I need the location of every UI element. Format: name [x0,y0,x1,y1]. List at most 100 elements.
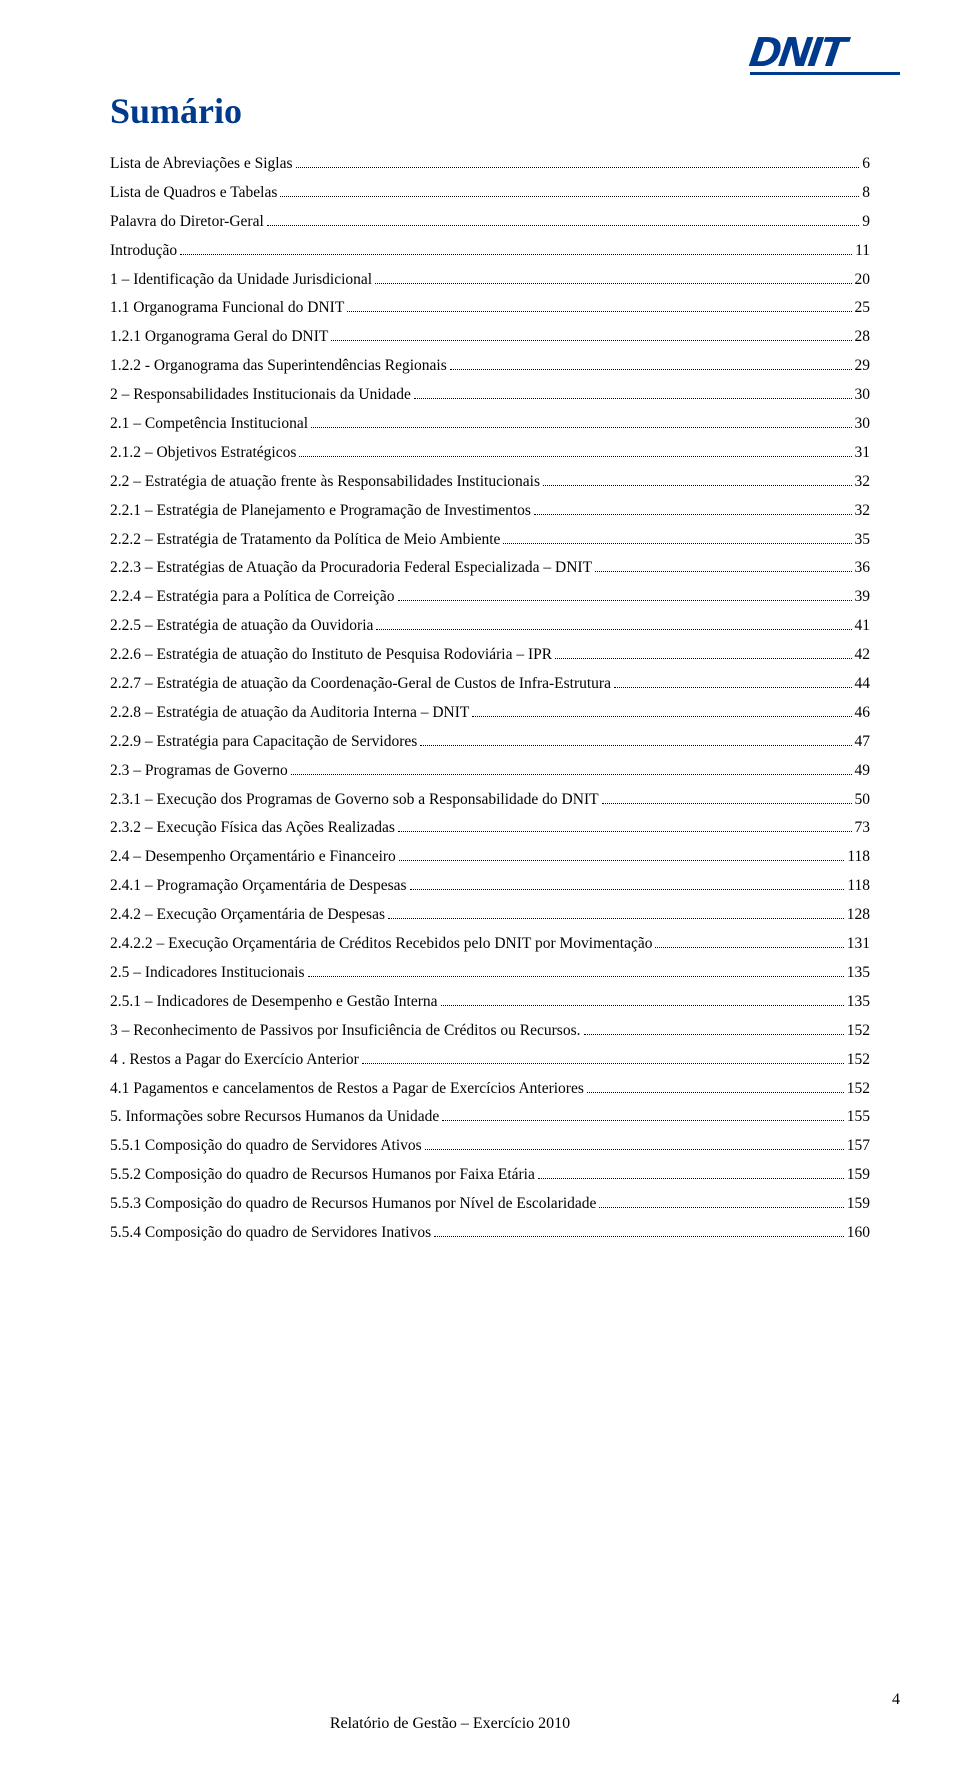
toc-label: 2.2.7 – Estratégia de atuação da Coorden… [110,676,611,692]
toc-row[interactable]: 2.2 – Estratégia de atuação frente às Re… [110,474,870,490]
toc-label: 2.2.1 – Estratégia de Planejamento e Pro… [110,503,531,519]
toc-row[interactable]: 2.2.1 – Estratégia de Planejamento e Pro… [110,503,870,519]
toc-row[interactable]: 2.2.9 – Estratégia para Capacitação de S… [110,734,870,750]
toc-page-number: 152 [847,1052,870,1068]
logo-text: DNIT [747,28,848,76]
page-title: Sumário [110,90,870,132]
toc-row[interactable]: 2.2.2 – Estratégia de Tratamento da Polí… [110,532,870,548]
toc-row[interactable]: 2.2.3 – Estratégias de Atuação da Procur… [110,560,870,576]
toc-row[interactable]: 2.4.2 – Execução Orçamentária de Despesa… [110,907,870,923]
toc-leader-dots [420,745,851,746]
toc-row[interactable]: 5.5.1 Composição do quadro de Servidores… [110,1138,870,1154]
toc-leader-dots [602,803,852,804]
toc-row[interactable]: 3 – Reconhecimento de Passivos por Insuf… [110,1023,870,1039]
toc-row[interactable]: 2.4.2.2 – Execução Orçamentária de Crédi… [110,936,870,952]
footer-text: Relatório de Gestão – Exercício 2010 [330,1715,570,1732]
toc-page-number: 73 [855,820,871,836]
toc-label: 2.2.6 – Estratégia de atuação do Institu… [110,647,552,663]
toc-row[interactable]: 1.1 Organograma Funcional do DNIT25 [110,300,870,316]
toc-label: 2.2.8 – Estratégia de atuação da Auditor… [110,705,469,721]
document-page: DNIT Sumário Lista de Abreviações e Sigl… [0,0,960,1765]
toc-page-number: 42 [855,647,871,663]
toc-leader-dots [614,687,852,688]
toc-page-number: 30 [855,387,871,403]
toc-row[interactable]: 2.2.8 – Estratégia de atuação da Auditor… [110,705,870,721]
toc-leader-dots [434,1236,844,1237]
toc-label: 2.2.3 – Estratégias de Atuação da Procur… [110,560,592,576]
toc-row[interactable]: 2.5.1 – Indicadores de Desempenho e Gest… [110,994,870,1010]
toc-row[interactable]: 2.4.1 – Programação Orçamentária de Desp… [110,878,870,894]
toc-page-number: 160 [847,1225,870,1241]
toc-label: 2.3.1 – Execução dos Programas de Govern… [110,792,599,808]
toc-leader-dots [311,427,851,428]
toc-row[interactable]: 5.5.2 Composição do quadro de Recursos H… [110,1167,870,1183]
toc-page-number: 131 [847,936,870,952]
toc-page-number: 118 [847,878,870,894]
toc-label: 5.5.1 Composição do quadro de Servidores… [110,1138,422,1154]
toc-row[interactable]: 2.2.7 – Estratégia de atuação da Coorden… [110,676,870,692]
toc-page-number: 50 [855,792,871,808]
toc-page-number: 152 [847,1023,870,1039]
toc-leader-dots [308,976,844,977]
toc-label: 5.5.4 Composição do quadro de Servidores… [110,1225,431,1241]
toc-row[interactable]: 4 . Restos a Pagar do Exercício Anterior… [110,1052,870,1068]
toc-row[interactable]: Lista de Quadros e Tabelas8 [110,185,870,201]
toc-row[interactable]: 5.5.4 Composição do quadro de Servidores… [110,1225,870,1241]
toc-page-number: 31 [855,445,871,461]
toc-row[interactable]: 5.5.3 Composição do quadro de Recursos H… [110,1196,870,1212]
toc-page-number: 47 [855,734,871,750]
table-of-contents: Lista de Abreviações e Siglas6 Lista de Q… [110,156,870,1240]
toc-row[interactable]: 2.5 – Indicadores Institucionais135 [110,965,870,981]
toc-row[interactable]: Lista de Abreviações e Siglas6 [110,156,870,172]
toc-page-number: 49 [855,763,871,779]
toc-leader-dots [538,1178,844,1179]
toc-label: 2.3 – Programas de Governo [110,763,288,779]
toc-label: 4 . Restos a Pagar do Exercício Anterior [110,1052,359,1068]
toc-row[interactable]: 2.2.6 – Estratégia de atuação do Institu… [110,647,870,663]
toc-row[interactable]: 2.3 – Programas de Governo 49 [110,763,870,779]
toc-row[interactable]: 2.2.4 – Estratégia para a Política de Co… [110,589,870,605]
toc-page-number: 159 [847,1196,870,1212]
toc-row[interactable]: Palavra do Diretor-Geral9 [110,214,870,230]
page-number: 4 [892,1691,900,1709]
toc-row[interactable]: 1.2.1 Organograma Geral do DNIT28 [110,329,870,345]
toc-row[interactable]: 2.3.2 – Execução Física das Ações Realiz… [110,820,870,836]
toc-row[interactable]: 2.1 – Competência Institucional30 [110,416,870,432]
toc-leader-dots [472,716,851,717]
toc-page-number: 28 [855,329,871,345]
toc-row[interactable]: 2.2.5 – Estratégia de atuação da Ouvidor… [110,618,870,634]
toc-page-number: 135 [847,965,870,981]
toc-page-number: 20 [855,272,871,288]
toc-row[interactable]: 1 – Identificação da Unidade Jurisdicion… [110,272,870,288]
toc-page-number: 32 [855,474,871,490]
toc-row[interactable]: 2.1.2 – Objetivos Estratégicos31 [110,445,870,461]
toc-page-number: 41 [855,618,871,634]
toc-leader-dots [595,571,851,572]
toc-page-number: 29 [855,358,871,374]
toc-label: 1.2.2 - Organograma das Superintendência… [110,358,447,374]
toc-label: 2.4.2 – Execução Orçamentária de Despesa… [110,907,385,923]
toc-leader-dots [398,600,852,601]
toc-label: 1.1 Organograma Funcional do DNIT [110,300,344,316]
toc-label: 5. Informações sobre Recursos Humanos da… [110,1109,439,1125]
toc-row[interactable]: 4.1 Pagamentos e cancelamentos de Restos… [110,1081,870,1097]
toc-row[interactable]: 1.2.2 - Organograma das Superintendência… [110,358,870,374]
toc-label: 2.2.2 – Estratégia de Tratamento da Polí… [110,532,500,548]
toc-label: 5.5.3 Composição do quadro de Recursos H… [110,1196,596,1212]
toc-row[interactable]: 2 – Responsabilidades Institucionais da … [110,387,870,403]
toc-page-number: 135 [847,994,870,1010]
toc-leader-dots [376,629,851,630]
toc-leader-dots [414,398,852,399]
toc-label: 2.3.2 – Execução Física das Ações Realiz… [110,820,395,836]
toc-label: 1 – Identificação da Unidade Jurisdicion… [110,272,372,288]
toc-page-number: 39 [855,589,871,605]
toc-row[interactable]: 2.4 – Desempenho Orçamentário e Financei… [110,849,870,865]
toc-row[interactable]: 2.3.1 – Execução dos Programas de Govern… [110,792,870,808]
toc-leader-dots [399,860,845,861]
toc-leader-dots [555,658,851,659]
toc-label: 2.5.1 – Indicadores de Desempenho e Gest… [110,994,438,1010]
dnit-logo: DNIT [750,28,900,75]
toc-row[interactable]: Introdução11 [110,243,870,259]
toc-page-number: 36 [855,560,871,576]
toc-row[interactable]: 5. Informações sobre Recursos Humanos da… [110,1109,870,1125]
